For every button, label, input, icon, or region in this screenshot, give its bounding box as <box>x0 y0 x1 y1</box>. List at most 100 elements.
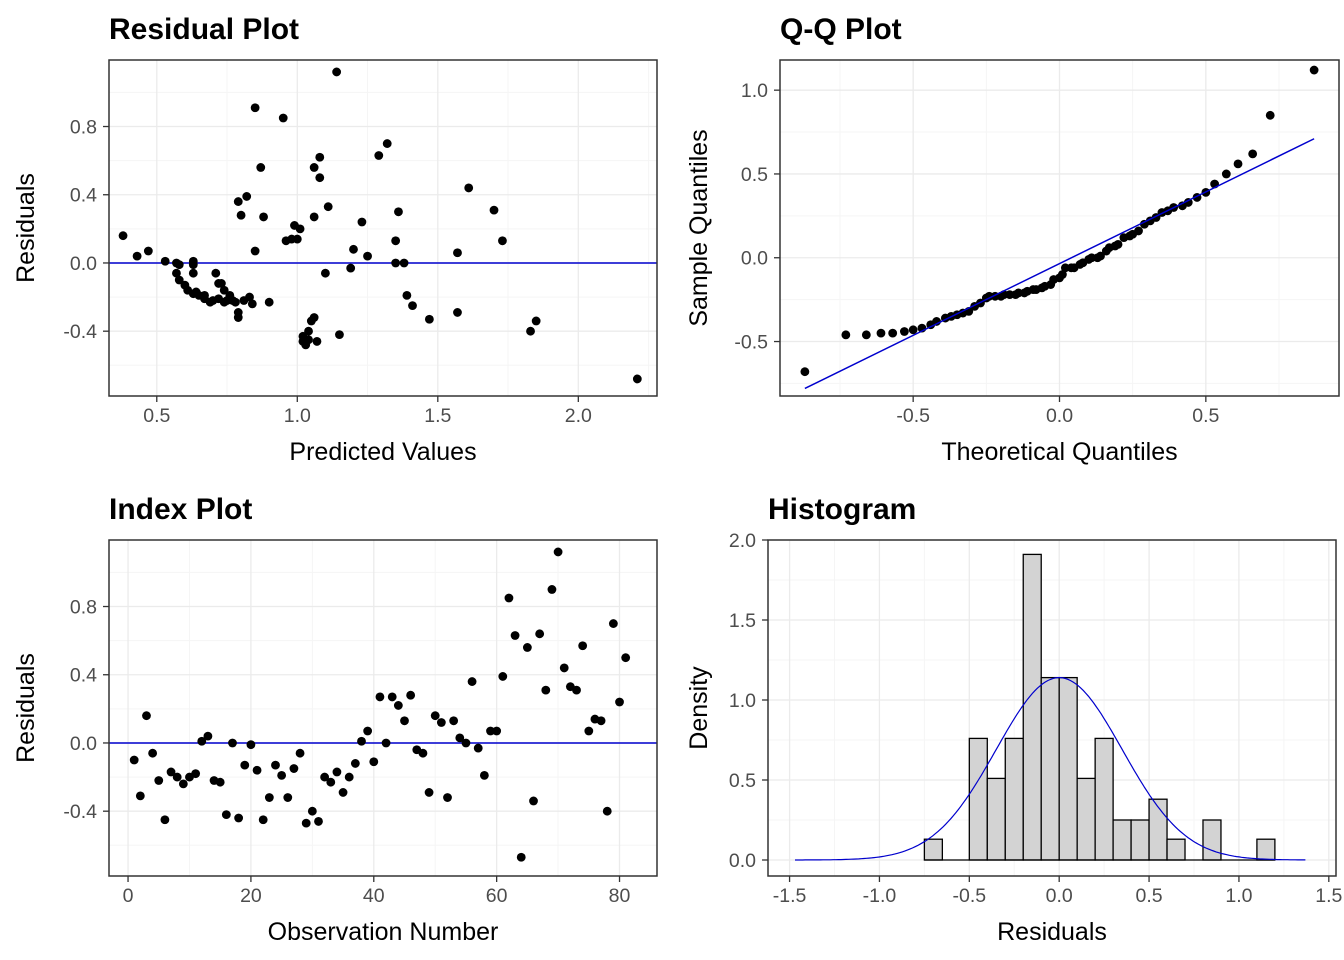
data-point <box>178 779 188 789</box>
data-point <box>233 197 243 206</box>
data-point <box>349 244 358 254</box>
data-point <box>1058 270 1067 279</box>
data-point <box>467 677 477 686</box>
data-point <box>394 207 403 217</box>
data-point <box>553 547 563 557</box>
y-tick-label: 0.0 <box>741 248 768 270</box>
data-point <box>479 770 489 780</box>
axes: 0 20 40 60 80 -0.4 0.0 0.4 0.8 <box>63 597 630 907</box>
data-point <box>535 629 545 639</box>
data-point <box>250 103 260 113</box>
panel-border <box>767 539 1337 877</box>
data-point <box>295 224 305 234</box>
data-point <box>374 151 384 160</box>
data-point <box>489 205 499 215</box>
data-point <box>408 301 417 311</box>
data-point <box>174 275 184 285</box>
data-point <box>369 757 379 767</box>
data-point <box>315 152 325 162</box>
y-tick-label: -0.5 <box>734 332 768 354</box>
plot-background <box>109 60 657 396</box>
plot-title: Residual Plot <box>109 13 299 46</box>
data-point <box>908 325 918 335</box>
data-point <box>172 772 182 782</box>
x-tick-label: -0.5 <box>953 885 987 907</box>
data-point <box>326 777 336 787</box>
data-point <box>211 268 221 278</box>
histogram-bar <box>1148 798 1168 861</box>
data-point <box>510 631 520 640</box>
data-point <box>307 806 317 816</box>
data-point <box>172 268 181 278</box>
data-point <box>277 770 287 780</box>
qq-reference-line <box>804 138 1315 390</box>
data-point <box>841 330 851 340</box>
data-point <box>1233 159 1243 169</box>
data-point <box>236 210 246 220</box>
data-point <box>314 817 323 826</box>
data-point <box>259 212 268 222</box>
data-point <box>188 256 198 266</box>
histogram-bar <box>1112 819 1132 861</box>
data-point <box>242 192 252 201</box>
data-point <box>498 672 508 681</box>
qq-panel: -0.5 0.0 0.5 -0.5 0.0 0.5 1.0 Q-Q Plot Theoretic… <box>685 13 1340 466</box>
histogram-bar <box>923 838 944 861</box>
x-tick-label: 0.5 <box>1192 405 1219 427</box>
y-tick-label: 2.0 <box>729 530 756 552</box>
y-tick-label: -0.4 <box>63 321 97 343</box>
data-point <box>461 738 471 748</box>
x-tick-label: -0.5 <box>896 405 930 427</box>
x-tick-label: 1.5 <box>424 405 451 427</box>
data-point <box>357 217 367 227</box>
data-point <box>320 268 330 278</box>
data-point <box>399 258 409 268</box>
data-point <box>486 726 495 736</box>
plot-background <box>109 540 657 876</box>
data-point <box>250 246 260 256</box>
data-point <box>1248 149 1258 159</box>
histogram-bar <box>1058 676 1078 861</box>
histogram-bar <box>1256 838 1276 861</box>
histogram-bar <box>1094 737 1114 861</box>
data-point <box>391 258 401 268</box>
histogram-bar <box>1202 819 1222 861</box>
data-point <box>529 796 538 806</box>
data-point <box>217 279 226 288</box>
plot-title: Q-Q Plot <box>780 13 902 46</box>
data-point <box>129 755 139 765</box>
hist-panel: -1.5 -1.0 -0.5 0.0 0.5 1.0 1.5 0.0 0.5 1.0 1.5 2.0 H… <box>685 493 1343 946</box>
data-point <box>154 776 164 785</box>
panel-border <box>108 539 658 877</box>
histogram-bar <box>1130 819 1150 861</box>
data-point <box>350 759 360 768</box>
data-point <box>332 67 342 77</box>
data-point <box>320 772 330 782</box>
histogram-bar <box>1040 676 1060 861</box>
data-point <box>292 234 302 244</box>
data-point <box>400 716 409 726</box>
axes: -0.5 0.0 0.5 -0.5 0.0 0.5 1.0 <box>734 80 1219 427</box>
y-tick-label: 1.0 <box>741 80 768 102</box>
histogram-bar <box>968 737 988 861</box>
data-point <box>200 290 209 300</box>
data-point <box>436 718 446 727</box>
data-point <box>418 748 428 758</box>
data-point <box>197 736 207 746</box>
data-point <box>309 163 319 172</box>
data-point <box>424 788 434 797</box>
data-point <box>602 806 612 816</box>
y-tick-label: -0.4 <box>63 801 97 823</box>
data-point <box>323 202 333 212</box>
data-point <box>247 299 257 309</box>
data-point <box>344 772 354 782</box>
data-point <box>449 716 459 726</box>
data-point <box>295 748 305 758</box>
data-point <box>861 330 871 340</box>
data-point <box>215 777 225 787</box>
x-tick-label: 0.5 <box>143 405 170 427</box>
data-point <box>615 697 624 707</box>
data-point <box>252 765 262 775</box>
data-point <box>1183 198 1193 207</box>
data-point <box>332 767 342 777</box>
